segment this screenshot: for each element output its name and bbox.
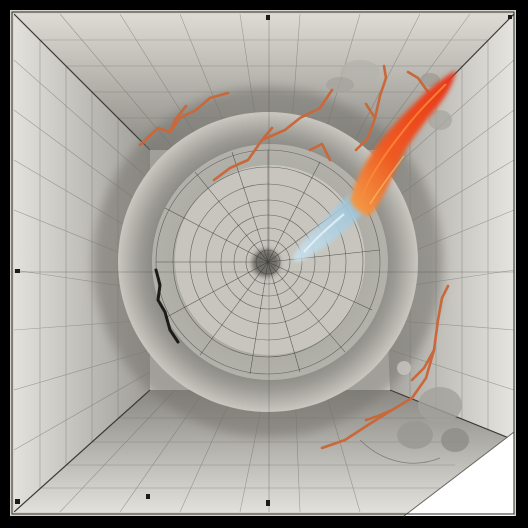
fold-edge [403, 431, 515, 517]
bottom-wall [14, 390, 514, 512]
rock-cluster-bottom [359, 361, 469, 464]
dark-crack [154, 268, 180, 344]
blue-smoke [292, 186, 370, 262]
rock-cluster-top [326, 60, 452, 130]
top-wall [14, 14, 514, 150]
tunnel-core [252, 249, 280, 277]
guide-lines [14, 14, 514, 512]
red-flame [350, 70, 456, 216]
frame-ticks [15, 15, 512, 506]
orange-veins [138, 64, 450, 450]
left-wall [14, 14, 150, 512]
tunnel-spokes [156, 150, 381, 375]
inner-frame-line [11, 11, 515, 515]
